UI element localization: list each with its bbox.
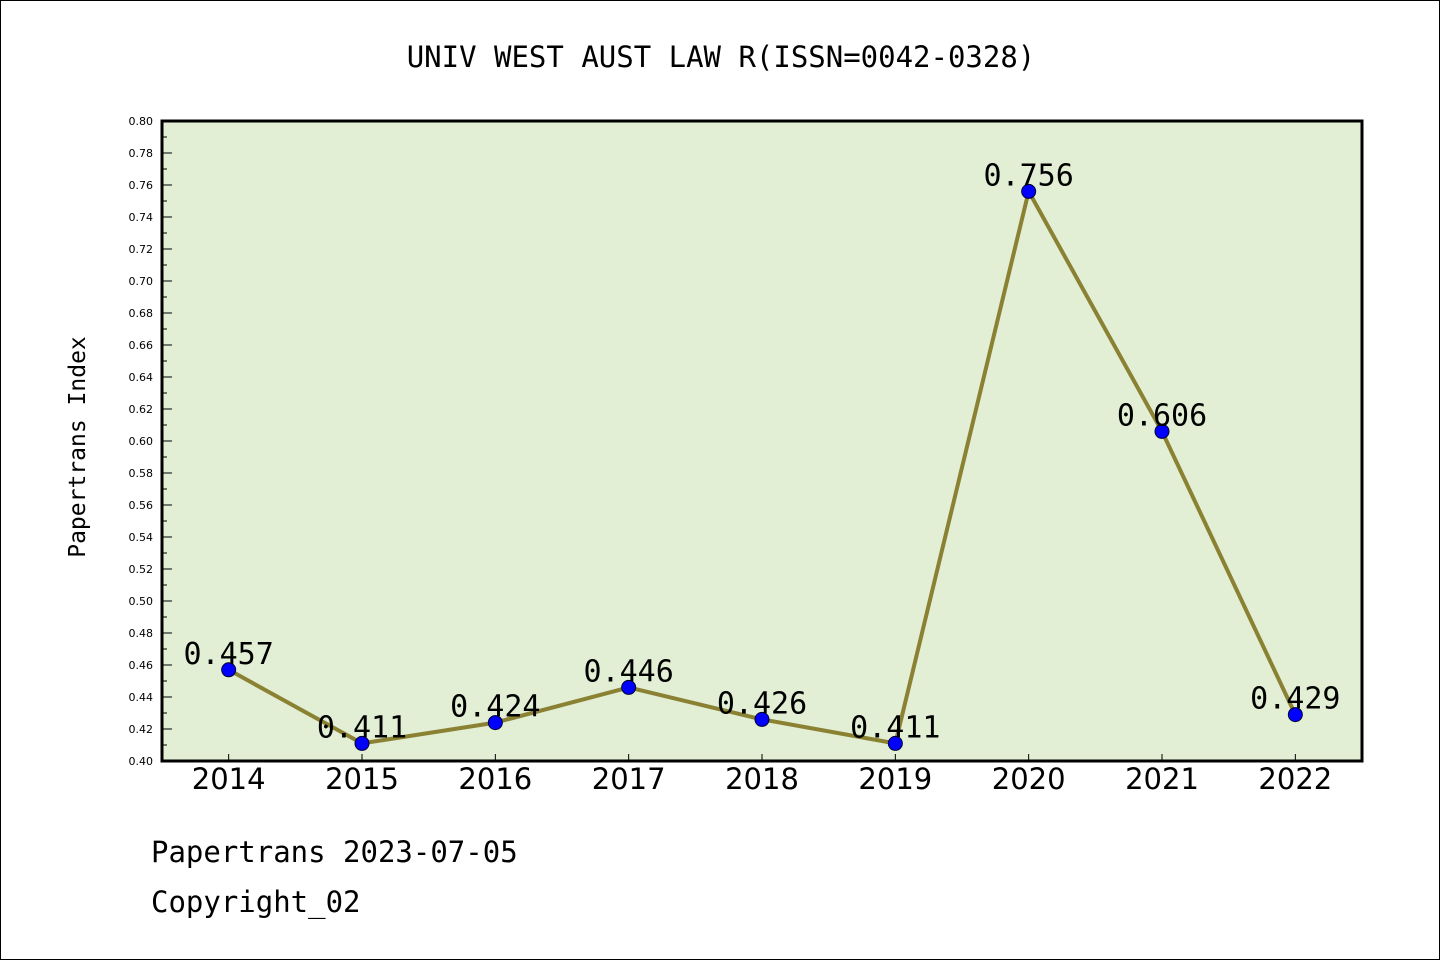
y-tick-label: 0.46	[129, 659, 154, 672]
x-tick-label: 2022	[1258, 762, 1332, 796]
y-tick-label: 0.80	[129, 115, 154, 128]
data-point	[354, 735, 370, 751]
y-tick-label: 0.56	[129, 499, 154, 512]
data-label: 0.457	[184, 637, 274, 672]
data-point	[1154, 423, 1170, 439]
y-tick-label: 0.60	[129, 435, 154, 448]
y-tick-label: 0.54	[129, 531, 154, 544]
data-point	[487, 715, 503, 731]
y-tick-label: 0.76	[129, 179, 154, 192]
data-point	[221, 662, 237, 678]
data-point	[621, 679, 637, 695]
data-label: 0.411	[317, 710, 407, 745]
y-axis: 0.40 0.42 0.44 0.46 0.48 0.50 0.52 0.54 0.56 0.58…	[129, 115, 172, 768]
y-tick-label: 0.70	[129, 275, 154, 288]
data-label: 0.446	[584, 654, 674, 689]
data-label: 0.426	[717, 686, 807, 721]
y-axis-label: Papertrans Index	[65, 336, 91, 558]
x-tick-label: 2015	[325, 762, 399, 796]
data-point	[1021, 183, 1037, 199]
y-tick-label: 0.64	[129, 371, 154, 384]
y-tick-label: 0.68	[129, 307, 154, 320]
y-tick-label: 0.58	[129, 467, 154, 480]
y-tick-label: 0.66	[129, 339, 154, 352]
data-label: 0.411	[850, 710, 940, 745]
y-tick-label: 0.62	[129, 403, 154, 416]
y-tick-label: 0.50	[129, 595, 154, 608]
plot-area	[162, 121, 1362, 761]
x-tick-label: 2020	[992, 762, 1066, 796]
data-point	[1287, 707, 1303, 723]
data-label: 0.424	[450, 690, 540, 725]
y-tick-label: 0.72	[129, 243, 154, 256]
x-tick-label: 2017	[592, 762, 666, 796]
x-tick-label: 2018	[725, 762, 799, 796]
y-tick-label: 0.78	[129, 147, 154, 160]
x-tick-label: 2014	[192, 762, 266, 796]
y-tick-label: 0.42	[129, 723, 154, 736]
y-tick-label: 0.48	[129, 627, 154, 640]
x-tick-label: 2019	[858, 762, 932, 796]
chart-title: UNIV WEST AUST LAW R(ISSN=0042-0328)	[407, 40, 1036, 74]
data-label: 0.606	[1117, 398, 1207, 433]
data-point	[887, 735, 903, 751]
series-group: 0.457 0.411 0.424 0.446 0.426 0.411 0.756 0.606…	[184, 158, 1340, 751]
data-label: 0.429	[1250, 682, 1340, 717]
x-tick-label: 2021	[1125, 762, 1199, 796]
y-tick-label: 0.74	[129, 211, 154, 224]
x-tick-label: 2016	[458, 762, 532, 796]
y-tick-label: 0.52	[129, 563, 154, 576]
y-tick-label: 0.44	[129, 691, 154, 704]
footer-copyright: Copyright_02	[151, 885, 361, 919]
y-tick-label: 0.40	[129, 755, 154, 768]
x-axis: 2014 2015 2016 2017 2018 2019 2020 2021 2022	[192, 754, 1332, 796]
plot-border	[160, 119, 1364, 763]
data-label: 0.756	[984, 158, 1074, 193]
data-point	[754, 711, 770, 727]
footer-date: Papertrans 2023-07-05	[151, 835, 518, 869]
